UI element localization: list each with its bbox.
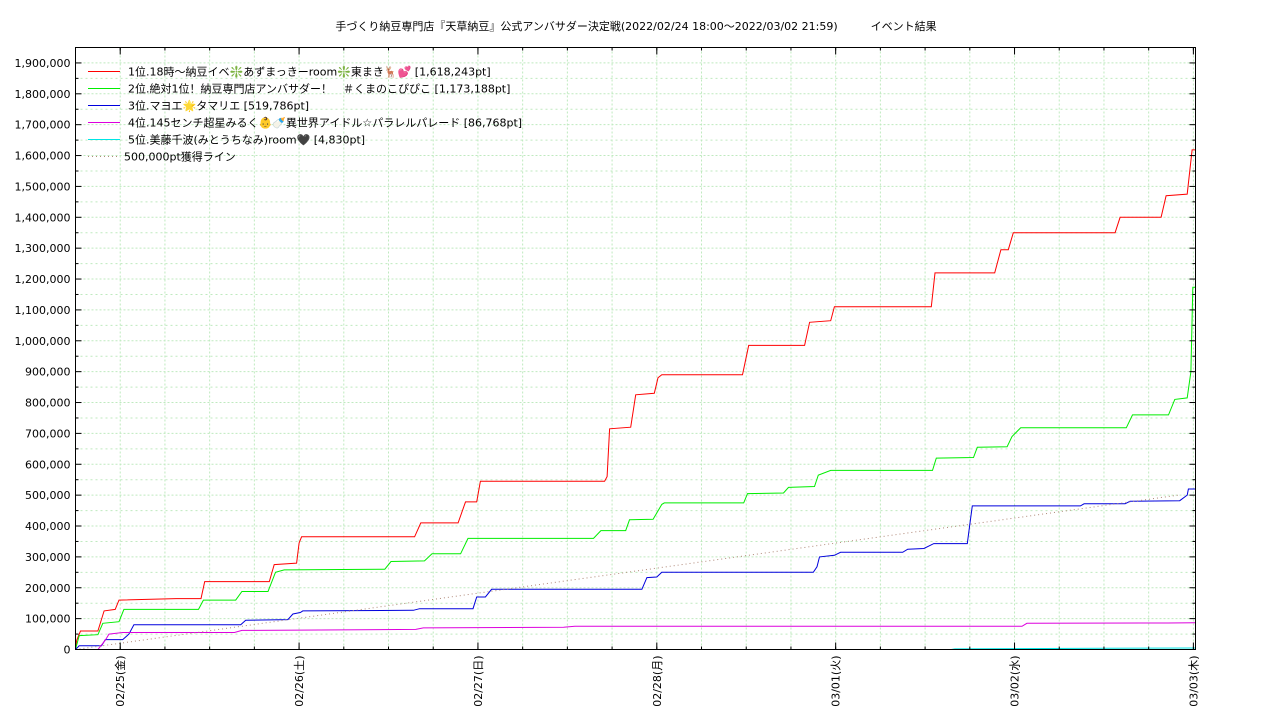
plot-frame (75, 47, 1196, 650)
x-tick-label: 03/02(水) (1009, 656, 1022, 707)
legend-label-1: 1位.18時～納豆イベ❇️あずまっきーroom❇️東まき🦌💕 [1,618,24… (128, 65, 491, 79)
y-tick-label: 500,000 (25, 489, 71, 502)
x-tick-label: 02/26(土) (293, 656, 306, 707)
legend-label-5: 5位.美藤千波(みとうちなみ)room🖤 [4,830pt] (128, 133, 365, 147)
y-tick-label: 400,000 (25, 520, 71, 533)
y-tick-label: 300,000 (25, 551, 71, 564)
legend-label-3: 3位.マヨエ🌟タマリエ [519,786pt] (128, 99, 309, 113)
y-tick-label: 1,300,000 (15, 242, 71, 255)
y-tick-label: 900,000 (25, 366, 71, 379)
series-line-6 (75, 494, 1179, 650)
x-tick-label: 03/03(木) (1187, 656, 1200, 707)
y-tick-label: 1,700,000 (15, 119, 71, 132)
y-tick-label: 600,000 (25, 458, 71, 471)
series-layer (75, 149, 1196, 650)
x-tick-label: 02/28(月) (651, 656, 664, 707)
legend-label-6: 500,000pt獲得ライン (124, 151, 236, 164)
series-line-3 (75, 488, 1196, 650)
series-line-2 (75, 286, 1196, 650)
y-tick-label: 0 (64, 644, 71, 657)
y-tick-label: 1,400,000 (15, 211, 71, 224)
legend-label-4: 4位.145センチ超星みるく👶🍼異世界アイドル☆パラレルパレード [86,768… (128, 116, 522, 130)
x-tick-label: 02/25(金) (113, 656, 127, 707)
y-tick-label: 700,000 (25, 427, 71, 440)
y-tick-label: 1,900,000 (15, 57, 71, 70)
x-tick-label: 03/01(火) (830, 656, 843, 707)
legend: 1位.18時～納豆イベ❇️あずまっきーroom❇️東まき🦌💕 [1,618,24… (88, 65, 522, 164)
series-line-4 (75, 622, 1196, 650)
y-tick-label: 1,500,000 (15, 180, 71, 193)
grid-layer (75, 47, 1196, 650)
y-tick-label: 1,100,000 (15, 304, 71, 317)
y-tick-label: 1,000,000 (15, 335, 71, 348)
y-tick-label: 800,000 (25, 397, 71, 410)
y-tick-label: 1,800,000 (15, 88, 71, 101)
legend-label-2: 2位.絶対1位！納豆専門店アンバサダー！ ＃くまのこぴぴこ [1,173,188… (128, 82, 510, 96)
x-tick-label: 02/27(日) (472, 656, 485, 707)
y-tick-label: 1,200,000 (15, 273, 71, 286)
y-tick-label: 100,000 (25, 613, 71, 626)
chart-title: 手づくり納豆専門店『天草納豆』公式アンバサダー決定戦(2022/02/24 18… (335, 20, 937, 33)
y-tick-label: 200,000 (25, 582, 71, 595)
y-tick-label: 1,600,000 (15, 150, 71, 163)
axis-layer: 0 100,000 200,000 300,000 400,000 500,000 600,… (15, 47, 1200, 707)
series-line-1 (75, 149, 1196, 650)
